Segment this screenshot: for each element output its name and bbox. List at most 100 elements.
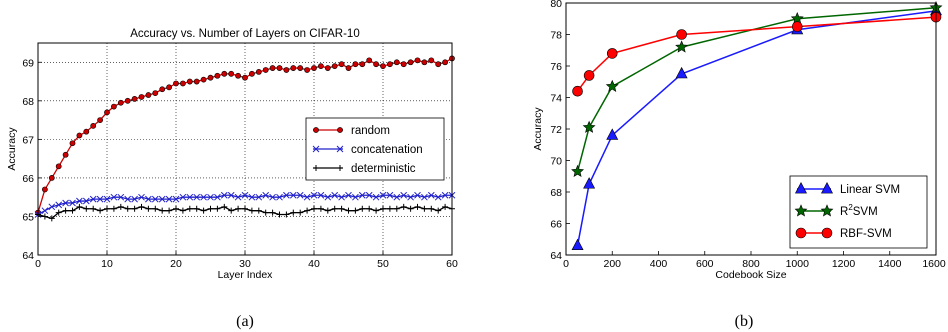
chart-a-x-tick-label: 40 <box>308 258 320 270</box>
chart-a-point-random <box>131 95 138 102</box>
chart-b-x-tick-label: 1600 <box>922 258 946 270</box>
chart-a-point-random <box>207 74 214 81</box>
chart-b-point <box>676 29 687 40</box>
chart-a-point-concatenation <box>303 193 311 201</box>
chart-a-point-random <box>338 61 345 68</box>
chart-b-y-label: Accuracy <box>532 107 544 151</box>
chart-a-point-random <box>145 92 152 98</box>
chart-a-point-random <box>262 67 269 73</box>
chart-b-point <box>583 70 595 81</box>
chart-a-point-random <box>393 59 400 66</box>
chart-a-ticks: 0 10 20 30 40 50 60 64 65 66 67 68 69 <box>22 57 458 270</box>
chart-a-point-deterministic <box>131 205 138 212</box>
chart-a-point-concatenation <box>407 193 414 201</box>
chart-a-point-concatenation <box>283 191 290 199</box>
chart-a-point-deterministic <box>90 205 97 212</box>
chart-a-point-deterministic <box>386 205 393 212</box>
chart-a-point-concatenation <box>179 193 187 201</box>
chart-b-legend-marker <box>820 204 834 217</box>
chart-a-point-random <box>221 70 228 77</box>
chart-a-point-random <box>373 61 379 68</box>
chart-a-point-random <box>124 97 131 104</box>
chart-a-point-concatenation <box>379 191 387 199</box>
chart-a-point-deterministic <box>283 211 290 218</box>
chart-a-point-concatenation <box>76 197 83 205</box>
chart-a-point-concatenation <box>400 191 408 199</box>
chart-b-legend: Linear SVM R2SVM RBF-SVM <box>789 175 928 249</box>
chart-b-legend-marker <box>821 182 833 194</box>
chart-a-point-random <box>193 78 200 85</box>
chart-a-legend-marker-random <box>337 127 343 133</box>
chart-b-series-line <box>576 10 937 246</box>
chart-a-point-random <box>407 59 414 66</box>
chart-a-x-tick-label: 0 <box>35 258 41 270</box>
chart-a-x-tick-label: 20 <box>170 258 182 270</box>
chart-b-y-tick-label: 80 <box>550 0 562 10</box>
chart-a-point-concatenation <box>255 193 263 201</box>
chart-a-point-deterministic <box>159 207 166 214</box>
chart-a-point-deterministic <box>124 205 131 212</box>
chart-b-point <box>572 85 583 97</box>
chart-a-point-deterministic <box>166 207 173 214</box>
chart-a-point-deterministic <box>297 209 304 216</box>
chart-b-x-tick-label: 1400 <box>878 258 902 270</box>
chart-a-point-random <box>442 59 448 66</box>
chart-a-point-random <box>228 70 235 77</box>
chart-a-point-concatenation <box>172 195 180 203</box>
chart-a-point-concatenation <box>434 193 442 201</box>
chart-b-y-tick-label: 72 <box>550 124 562 136</box>
chart-a-y-tick-label: 67 <box>22 134 34 146</box>
chart-a-point-deterministic <box>442 203 449 210</box>
chart-a-point-deterministic <box>373 207 380 214</box>
chart-a-point-random <box>104 109 110 116</box>
chart-a-point-concatenation <box>345 191 352 199</box>
chart-a-point-deterministic <box>428 205 435 212</box>
chart-a-point-random <box>42 186 48 193</box>
chart-a-legend-label-random: random <box>351 125 390 137</box>
chart-a-point-concatenation <box>414 191 421 199</box>
chart-a-point-concatenation <box>324 193 332 201</box>
chart-b-legend-label: RBF-SVM <box>840 228 892 240</box>
chart-a-point-concatenation <box>317 191 325 199</box>
chart-a-point-deterministic <box>269 209 276 216</box>
chart-a-y-label: Accuracy <box>6 127 18 171</box>
chart-a-series <box>34 55 456 222</box>
chart-b-y-tick-label: 66 <box>550 219 562 231</box>
chart-a-point-concatenation <box>248 193 256 201</box>
chart-a-point-concatenation <box>234 193 242 201</box>
chart-a-point-deterministic <box>138 203 145 210</box>
chart-a-point-random <box>290 65 297 71</box>
chart-a-point-deterministic <box>311 205 317 212</box>
chart-a-point-concatenation <box>186 193 194 201</box>
chart-a-title: Accuracy vs. Number of Layers on CIFAR-1… <box>130 28 359 40</box>
chart-b-series <box>571 0 943 250</box>
chart-a: Accuracy vs. Number of Layers on CIFAR-1… <box>6 28 458 330</box>
chart-a-point-random <box>269 65 276 71</box>
chart-a-point-concatenation <box>96 195 104 203</box>
chart-a-point-concatenation <box>48 203 56 211</box>
chart-a-point-deterministic <box>48 215 55 222</box>
chart-a-x-tick-label: 50 <box>377 258 389 270</box>
chart-a-point-random <box>214 72 221 79</box>
chart-a-point-random <box>380 63 386 70</box>
chart-a-point-deterministic <box>214 205 221 212</box>
chart-a-point-deterministic <box>221 203 228 210</box>
chart-b-y-tick-label: 78 <box>550 30 562 42</box>
chart-a-point-concatenation <box>131 195 138 203</box>
chart-a-point-random <box>276 65 283 71</box>
chart-a-legend-marker-concatenation <box>336 145 344 153</box>
chart-a-point-concatenation <box>269 193 276 201</box>
chart-a-point-deterministic <box>117 203 124 210</box>
chart-a-point-concatenation <box>151 195 159 203</box>
chart-a-caption: (a) <box>236 313 254 330</box>
chart-a-legend-label-deterministic: deterministic <box>351 163 416 175</box>
chart-a-point-concatenation <box>289 191 297 199</box>
chart-a-point-random <box>117 99 124 106</box>
chart-a-point-random <box>359 61 366 68</box>
chart-a-point-deterministic <box>186 205 193 212</box>
chart-b-ticks: 0 200 400 600 800 1000 1200 1400 1600 64 66 68 70 72 7… <box>550 0 946 270</box>
chart-a-point-random <box>111 103 117 110</box>
chart-a-point-concatenation <box>207 193 214 201</box>
chart-a-point-concatenation <box>110 193 118 201</box>
